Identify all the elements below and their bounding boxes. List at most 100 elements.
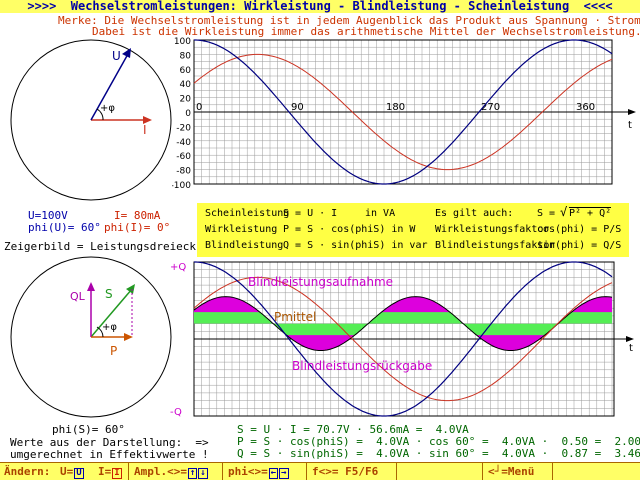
footer-u-key[interactable]: U= U xyxy=(60,465,84,479)
chart1-y-tick: -80 xyxy=(176,167,191,177)
formula-blindfaktor: sin(phi) = Q/S xyxy=(537,240,622,251)
arrow-up-icon: ↑ xyxy=(187,468,198,479)
formula-scheinleistung: S = U · I xyxy=(283,208,338,219)
minus-q-label: -Q xyxy=(170,407,182,418)
chart1-y-tick: 40 xyxy=(180,80,192,90)
footer-bar: Ändern: U= U I= I Ampl.<>= ↑ ↓ phi<>= ← → f<>=… xyxy=(0,462,640,480)
footer-ampl-key[interactable]: Ampl.<>= ↑ ↓ xyxy=(134,465,208,479)
voltage-label: U xyxy=(112,49,121,63)
phase-angle-label: +φ xyxy=(100,103,115,114)
chart1-x-tick: 90 xyxy=(291,102,304,113)
chart1-y-ticks: 100 80 60 40 20 0 -20 -40 -60 -80 -100 xyxy=(172,37,191,191)
formula-es-gilt: Es gilt auch: xyxy=(435,208,514,219)
aufnahme-label: Blindleistungsaufnahme xyxy=(248,275,393,289)
power-phase-angle-label: +φ xyxy=(102,322,117,333)
formula-blindleistung-label: Blindleistung xyxy=(205,240,284,251)
current-curve xyxy=(193,53,613,171)
footer-i-key-label: I= xyxy=(98,465,112,478)
chart1-y-tick: -40 xyxy=(176,138,191,148)
footer-separator xyxy=(222,463,223,480)
formula-wirkleistung-label: Wirkleistung xyxy=(205,224,278,235)
footer-phi-label: phi<>= xyxy=(228,465,268,478)
formula-blindfaktor-label: Blindleistungsfaktor xyxy=(435,240,556,251)
note-line-2: Dabei ist die Wirkleistung immer das ari… xyxy=(92,25,640,38)
footer-i-box: I xyxy=(112,468,122,479)
chart1-y-tick: 100 xyxy=(174,37,191,47)
voltage-phase-value: phi(U)= 60° xyxy=(28,221,101,234)
footer-separator xyxy=(396,463,397,480)
power-chart-voltage-curve xyxy=(194,261,613,417)
formula-wirkfaktor: cos(phi) = P/S xyxy=(537,224,622,235)
power-curve xyxy=(193,296,613,351)
chart1-axis-arrow-icon xyxy=(628,109,636,115)
power-triangle-diagram: S QL P +φ xyxy=(10,256,172,418)
voltage-arrowhead xyxy=(122,48,131,58)
chart1-y-tick: 80 xyxy=(180,51,192,61)
footer-separator xyxy=(552,463,553,480)
formula-box: Scheinleistung S = U · I in VA Es gilt a… xyxy=(197,203,629,257)
chart1-y-tick: 20 xyxy=(180,95,192,105)
chart1-x-tick: 0 xyxy=(196,102,202,113)
voltage-current-chart: 100 80 60 40 20 0 -20 -40 -60 -80 -100 0 90 180 270 36… xyxy=(172,37,636,191)
phasor-diagram-ui: U I +φ xyxy=(10,39,172,201)
sqrt-icon: √ xyxy=(560,205,568,219)
result-p: P = S · cos(phiS) = 4.0VA · cos 60° = 4.… xyxy=(237,435,640,448)
current-arrowhead xyxy=(143,116,152,124)
footer-menu-key[interactable]: <┘=Menü xyxy=(488,465,535,478)
note-line-1: Merke: Die Wechselstromleistung ist in j… xyxy=(58,14,640,27)
footer-f-key[interactable]: f<>= F5/F6 xyxy=(312,465,379,478)
s-phasor xyxy=(90,288,133,338)
formula-scheinleistung-label: Scheinleistung xyxy=(205,208,290,219)
results-label-2: umgerechnet in Effektivwerte ! xyxy=(10,448,209,461)
current-value: I= 80mA xyxy=(114,209,161,222)
footer-u-box: U xyxy=(74,468,84,479)
results-label-1: Werte aus der Darstellung: => xyxy=(10,436,209,449)
s-phase-value: phi(S)= 60° xyxy=(52,423,125,436)
chart1-x-tick: 270 xyxy=(481,102,500,113)
rueckgabe-label: Blindleistungsrückgabe xyxy=(292,359,432,373)
footer-i-key[interactable]: I= I xyxy=(98,465,122,479)
chart1-t-label: t xyxy=(628,120,632,131)
power-phase-arc xyxy=(96,326,104,338)
voltage-curve xyxy=(194,39,613,185)
footer-separator xyxy=(128,463,129,480)
footer-phi-key[interactable]: phi<>= ← → xyxy=(228,465,289,479)
ql-label: QL xyxy=(70,290,86,303)
result-s: S = U · I = 70.7V · 56.6mA = 4.0VA xyxy=(237,423,469,436)
chart1-x-tick: 360 xyxy=(576,102,595,113)
footer-separator xyxy=(482,463,483,480)
ql-arrowhead xyxy=(87,282,95,291)
chart1-y-tick: 0 xyxy=(185,109,191,119)
zeiger-caption: Zeigerbild = Leistungsdreieck: xyxy=(4,240,203,253)
power-circle xyxy=(10,256,172,418)
footer-aendern: Ändern: xyxy=(4,465,51,478)
arrow-right-icon: → xyxy=(279,468,289,479)
page-title: >>>> Wechselstromleistungen: Wirkleistun… xyxy=(27,0,613,13)
s-arrowhead xyxy=(126,284,135,294)
s-label: S xyxy=(105,287,113,301)
formula-wirkfaktor-label: Wirkleistungsfaktor xyxy=(435,224,550,235)
formula-scheinleistung-unit: in VA xyxy=(365,208,396,219)
arrow-down-icon: ↓ xyxy=(198,468,208,479)
current-label: I xyxy=(143,123,147,137)
footer-separator xyxy=(306,463,307,480)
chart2-t-label: t xyxy=(629,343,633,354)
p-label: P xyxy=(110,344,117,358)
pmittel-band xyxy=(194,312,612,336)
formula-sqrt-term: P² + Q² xyxy=(569,207,612,219)
chart1-grid xyxy=(193,39,636,185)
chart2-axis-arrow-icon xyxy=(626,336,634,342)
chart1-y-tick: -20 xyxy=(176,123,191,133)
phase-arc xyxy=(96,108,104,121)
arrow-left-icon: ← xyxy=(268,468,279,479)
p-arrowhead xyxy=(124,333,133,341)
current-phase-value: phi(I)= 0° xyxy=(104,221,171,234)
power-chart-current-curve xyxy=(193,276,613,402)
chart1-y-tick: 60 xyxy=(180,66,192,76)
pmittel-label: Pmittel xyxy=(274,310,316,324)
chart1-x-tick: 180 xyxy=(386,102,405,113)
chart1-x-ticks: 0 90 180 270 360 xyxy=(196,102,595,113)
phasor-circle xyxy=(10,39,172,201)
formula-blindleistung: Q = S · sin(phiS) in var xyxy=(283,240,428,251)
